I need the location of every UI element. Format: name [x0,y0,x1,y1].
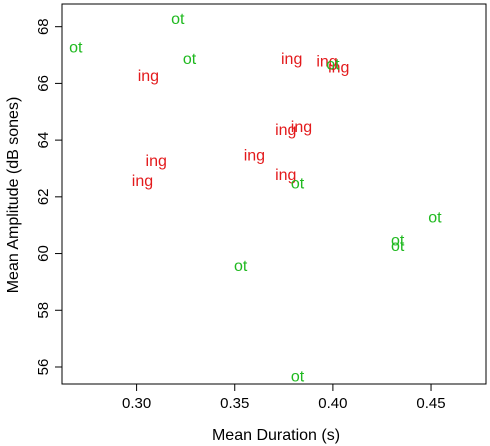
point-ot: ot [326,57,340,74]
y-tick-label: 62 [35,188,52,205]
point-ing: ing [138,68,159,85]
point-ot: ot [391,238,405,255]
point-ot: ot [428,210,442,227]
point-ot: ot [234,258,248,275]
point-ing: ing [275,122,296,139]
x-tick-label: 0.35 [220,395,249,412]
point-ot: ot [171,11,185,28]
y-tick-label: 66 [35,75,52,92]
point-ing: ing [146,153,167,170]
y-tick-label: 64 [35,132,52,149]
point-ot: ot [291,368,305,385]
x-tick-label: 0.45 [416,395,445,412]
y-tick-label: 56 [35,359,52,376]
point-ot: ot [69,40,83,57]
x-tick-label: 0.40 [318,395,347,412]
point-ing: ing [275,167,296,184]
plot-frame [61,3,487,385]
point-ing: ing [328,59,349,76]
y-tick-label: 60 [35,245,52,262]
point-ing: ing [316,54,337,71]
point-ot: ot [391,232,405,249]
point-ing: ing [132,173,153,190]
point-ing: ing [244,147,265,164]
x-tick-label: 0.30 [122,395,151,412]
point-ing: ing [291,119,312,136]
x-axis-title: Mean Duration (s) [212,427,340,444]
y-tick-label: 58 [35,302,52,319]
point-ot: ot [291,176,305,193]
point-ot: ot [183,51,197,68]
point-ing: ing [281,51,302,68]
y-axis-title: Mean Amplitude (dB sones) [5,97,22,294]
y-tick-label: 68 [35,18,52,35]
